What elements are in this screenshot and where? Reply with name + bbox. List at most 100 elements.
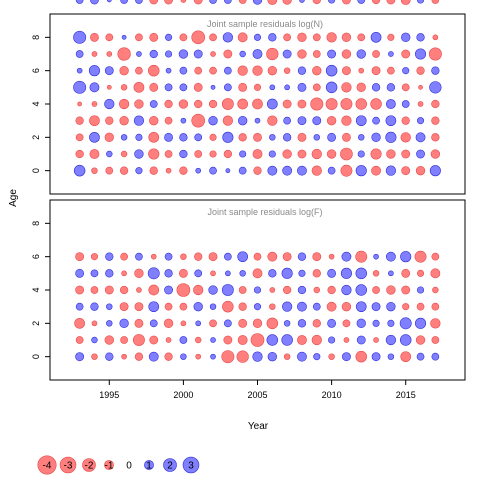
residual-point-top-age1-2001	[194, 150, 203, 158]
residual-point-top-age1-2002	[209, 150, 217, 158]
residual-point-top-age7-2013	[372, 50, 380, 58]
residual-point-bottom-age2-1993	[74, 317, 85, 329]
residual-point-top-age2-1997	[135, 133, 143, 141]
residual-point-bottom-age5-2002	[210, 270, 216, 277]
residual-point-top-age4-1997	[134, 99, 144, 109]
residual-point-bottom-age5-2001	[194, 269, 203, 278]
residual-point-top-age8-2012	[357, 33, 366, 42]
y-tick-label: 2	[31, 135, 41, 140]
residual-point-top-age8-2014	[387, 33, 395, 41]
residual-point-top-ageundefined-1996	[120, 0, 128, 4]
residual-point-top-age3-2015	[401, 116, 410, 125]
residual-point-bottom-age0-2002	[210, 353, 216, 360]
residual-point-top-age5-1995	[106, 84, 112, 90]
residual-point-bottom-age4-2016	[416, 286, 425, 294]
residual-point-top-age8-2000	[179, 33, 188, 42]
residual-point-bottom-age1-2002	[210, 337, 216, 343]
residual-point-top-age3-2004	[238, 116, 248, 126]
residual-point-bottom-age1-2011	[343, 337, 350, 343]
legend-bubble-2	[163, 458, 177, 472]
residual-point-top-age7-2002	[210, 51, 216, 57]
residual-point-bottom-age0-2003	[221, 350, 235, 364]
residual-point-top-age2-2008	[297, 132, 307, 142]
residual-point-top-age8-1995	[105, 33, 114, 42]
residual-point-bottom-age3-2006	[269, 303, 276, 310]
residual-point-top-age5-2005	[253, 83, 262, 91]
residual-point-bottom-age2-2003	[224, 319, 232, 328]
residual-point-top-age0-2006	[267, 165, 278, 176]
residual-point-top-age5-2009	[312, 83, 321, 92]
residual-point-top-age6-1998	[148, 64, 160, 77]
residual-point-top-age6-2005	[252, 65, 263, 76]
y-tick-label: 4	[31, 101, 41, 106]
residual-point-bottom-age1-1995	[104, 335, 114, 345]
residual-point-top-age6-1995	[104, 66, 114, 76]
residual-point-bottom-age2-2007	[283, 320, 291, 327]
residual-point-top-age2-2001	[194, 133, 203, 142]
residual-point-top-age6-2013	[371, 66, 381, 76]
residual-point-top-ageundefined-2012	[357, 0, 366, 4]
residual-point-top-age3-1994	[89, 115, 100, 127]
x-tick-label: 2000	[173, 390, 193, 400]
residual-point-top-age6-2002	[209, 66, 217, 75]
residual-point-bottom-age4-2010	[327, 285, 336, 295]
residual-point-bottom-age4-2013	[372, 286, 380, 294]
residual-point-top-age2-1996	[120, 134, 128, 141]
residual-point-bottom-age2-2013	[372, 319, 380, 327]
residual-point-bottom-age5-2015	[401, 268, 411, 278]
residual-point-bottom-age4-2001	[193, 284, 204, 296]
residual-point-bottom-age4-1999	[164, 285, 173, 295]
residual-point-top-age7-1994	[91, 51, 98, 57]
residual-point-top-age3-2013	[372, 116, 380, 125]
residual-point-bottom-age1-2013	[373, 337, 379, 343]
residual-point-bottom-age0-1994	[91, 353, 98, 360]
residual-point-top-age7-2004	[239, 50, 246, 58]
residual-point-bottom-age5-2011	[340, 267, 352, 279]
residual-point-top-age8-1997	[135, 33, 143, 42]
residual-point-top-age4-2001	[194, 99, 203, 109]
residual-point-top-age8-2008	[297, 32, 307, 42]
residual-point-top-age6-1999	[165, 67, 172, 74]
residual-point-top-age7-2003	[223, 49, 233, 59]
residual-point-top-age7-1993	[75, 50, 84, 58]
residual-point-bottom-age0-2001	[195, 353, 202, 360]
residual-point-bottom-age0-2006	[267, 352, 277, 362]
residual-point-top-ageundefined-2001	[193, 0, 203, 5]
residual-point-bottom-age4-2009	[313, 286, 321, 294]
residual-point-bottom-age6-1999	[164, 252, 173, 261]
residual-point-top-age4-2015	[401, 100, 410, 108]
residual-point-bottom-age2-2017	[430, 318, 441, 329]
residual-point-top-age1-1996	[120, 150, 128, 158]
residual-point-top-age2-1998	[148, 131, 160, 143]
residual-point-top-age2-1993	[75, 133, 84, 142]
residual-point-bottom-age2-2011	[342, 319, 351, 328]
residual-point-bottom-age6-1997	[135, 252, 143, 261]
residual-point-bottom-age6-2009	[312, 252, 322, 262]
residual-point-top-age0-2012	[355, 165, 367, 177]
residual-point-top-ageundefined-1995	[106, 0, 112, 3]
residual-point-bottom-age4-1995	[104, 285, 114, 295]
residual-point-top-age1-2016	[416, 149, 425, 159]
residual-point-top-age4-2007	[282, 99, 292, 109]
residual-point-top-age5-2016	[418, 84, 423, 90]
residual-point-top-age6-2007	[283, 67, 291, 74]
residual-point-bottom-age0-1995	[105, 352, 114, 361]
residual-point-bottom-age6-2001	[194, 252, 203, 261]
residual-point-top-age5-2002	[210, 84, 216, 90]
points-top	[73, 0, 442, 177]
residual-point-bottom-age6-2006	[267, 251, 278, 262]
residual-point-bottom-age1-2008	[297, 335, 307, 345]
residual-point-bottom-age6-2008	[297, 252, 307, 261]
residual-point-bottom-age3-2016	[416, 302, 425, 311]
residual-point-top-age5-2003	[224, 83, 232, 92]
residual-point-top-age5-2001	[193, 82, 203, 92]
residual-point-top-age6-2000	[179, 66, 188, 75]
residual-point-top-age6-1993	[76, 67, 83, 74]
residual-point-bottom-age3-2008	[297, 301, 307, 312]
residual-point-bottom-age5-2005	[252, 268, 263, 279]
residual-point-top-age3-1995	[105, 116, 114, 125]
residual-point-bottom-age4-2005	[253, 286, 262, 294]
residual-point-bottom-age5-2007	[281, 267, 293, 279]
residual-point-bottom-age5-2006	[268, 269, 277, 278]
